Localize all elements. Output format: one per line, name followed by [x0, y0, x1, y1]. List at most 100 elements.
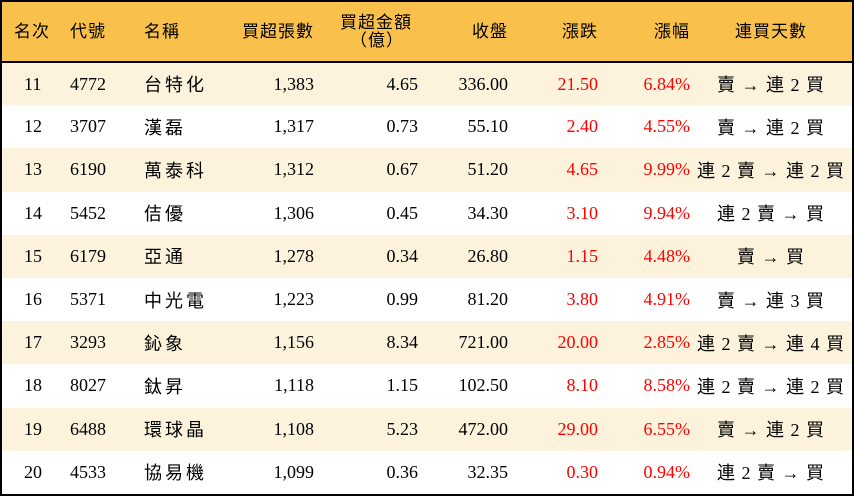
- cell-change: 4.65: [566, 159, 599, 180]
- cell-consecutive-days: 賣 → 連 2 買: [717, 117, 825, 138]
- cell-amount: 0.36: [386, 461, 419, 482]
- cell-rank: 12: [24, 116, 42, 137]
- cell-consecutive-days: 連 2 賣 → 買: [717, 204, 825, 225]
- cell-consecutive-days: 連 2 賣 → 買: [717, 463, 825, 484]
- cell-consecutive-days: 連 2 賣 → 連 2 買: [697, 160, 845, 181]
- cell-lots: 1,118: [274, 375, 314, 396]
- cell-close: 55.10: [467, 116, 509, 137]
- header-consecutive-days: 連買天數: [690, 2, 852, 63]
- cell-code: 3293: [70, 332, 106, 353]
- cell-amount: 4.65: [386, 73, 419, 94]
- header-code: 代號: [64, 2, 130, 63]
- header-name: 名稱: [130, 2, 218, 63]
- cell-consecutive-days: 賣 → 買: [737, 247, 805, 268]
- table-row: 19 6488 環球晶 1,108 5.23 472.00 29.00 6.55…: [2, 407, 852, 451]
- cell-close: 81.20: [467, 289, 509, 310]
- cell-close: 26.80: [467, 245, 509, 266]
- cell-close: 472.00: [458, 418, 509, 439]
- header-row: 名次 代號 名稱 買超張數 買超金額 （億） 收盤 漲跌 漲幅 連買天數: [2, 2, 852, 63]
- cell-rank: 13: [24, 159, 42, 180]
- header-close: 收盤: [418, 2, 508, 63]
- cell-name: 佶優: [144, 204, 186, 225]
- header-change-pct: 漲幅: [598, 2, 690, 63]
- cell-change: 3.80: [566, 289, 599, 310]
- cell-close: 102.50: [458, 375, 509, 396]
- cell-amount: 0.67: [386, 159, 419, 180]
- cell-consecutive-days: 連 2 賣 → 連 2 買: [697, 376, 845, 397]
- cell-change: 0.30: [566, 461, 599, 482]
- cell-lots: 1,278: [273, 245, 315, 266]
- cell-change-pct: 0.94%: [643, 461, 691, 482]
- cell-change: 8.10: [566, 375, 599, 396]
- header-net-buy-amount: 買超金額 （億）: [314, 2, 418, 63]
- cell-amount: 0.45: [386, 202, 419, 223]
- cell-lots: 1,223: [273, 289, 315, 310]
- cell-change: 21.50: [557, 73, 599, 94]
- table-row: 15 6179 亞通 1,278 0.34 26.80 1.15 4.48% 賣…: [2, 234, 852, 278]
- cell-change: 29.00: [557, 418, 599, 439]
- cell-code: 4533: [70, 461, 106, 482]
- cell-lots: 1,156: [273, 332, 315, 353]
- cell-change-pct: 4.91%: [643, 289, 691, 310]
- cell-rank: 20: [24, 461, 42, 482]
- table-row: 13 6190 萬泰科 1,312 0.67 51.20 4.65 9.99% …: [2, 148, 852, 192]
- cell-change-pct: 4.55%: [643, 116, 691, 137]
- cell-name: 漢磊: [144, 117, 186, 138]
- cell-close: 32.35: [467, 461, 509, 482]
- cell-change: 3.10: [566, 202, 599, 223]
- table-row: 17 3293 鈊象 1,156 8.34 721.00 20.00 2.85%…: [2, 321, 852, 365]
- cell-rank: 14: [24, 202, 42, 223]
- header-net-buy-amount-line2: （億）: [350, 30, 404, 50]
- cell-close: 34.30: [467, 202, 509, 223]
- cell-amount: 0.73: [386, 116, 419, 137]
- cell-close: 51.20: [467, 159, 509, 180]
- header-net-buy-amount-line1: 買超金額: [340, 12, 412, 32]
- cell-code: 5371: [70, 289, 106, 310]
- table-row: 16 5371 中光電 1,223 0.99 81.20 3.80 4.91% …: [2, 277, 852, 322]
- cell-consecutive-days: 賣 → 連 2 買: [717, 75, 825, 96]
- cell-close: 336.00: [458, 73, 509, 94]
- cell-code: 5452: [70, 202, 106, 223]
- table-row: 18 8027 鈦昇 1,118 1.15 102.50 8.10 8.58% …: [2, 364, 852, 408]
- cell-name: 鈊象: [144, 333, 186, 354]
- cell-amount: 5.23: [386, 418, 419, 439]
- cell-consecutive-days: 賣 → 連 3 買: [717, 290, 825, 311]
- cell-code: 6190: [70, 159, 106, 180]
- cell-rank: 18: [24, 375, 42, 396]
- cell-amount: 0.99: [386, 289, 419, 310]
- header-rank: 名次: [2, 2, 64, 63]
- table-row: 12 3707 漢磊 1,317 0.73 55.10 2.40 4.55% 賣…: [2, 105, 852, 149]
- cell-code: 8027: [70, 375, 106, 396]
- cell-change-pct: 2.85%: [643, 332, 691, 353]
- cell-consecutive-days: 賣 → 連 2 買: [717, 420, 825, 441]
- cell-change: 20.00: [557, 332, 599, 353]
- cell-lots: 1,099: [273, 461, 315, 482]
- cell-name: 亞通: [144, 247, 186, 268]
- cell-name: 鈦昇: [144, 376, 186, 397]
- cell-lots: 1,383: [273, 73, 315, 94]
- cell-consecutive-days: 連 2 賣 → 連 4 買: [697, 333, 845, 354]
- cell-lots: 1,312: [273, 159, 315, 180]
- cell-name: 萬泰科: [144, 160, 207, 181]
- cell-rank: 16: [24, 289, 42, 310]
- cell-rank: 19: [24, 418, 42, 439]
- cell-close: 721.00: [458, 332, 509, 353]
- table-row: 20 4533 協易機 1,099 0.36 32.35 0.30 0.94% …: [2, 450, 852, 494]
- cell-code: 3707: [70, 116, 106, 137]
- header-change: 漲跌: [508, 2, 598, 63]
- cell-change-pct: 9.99%: [643, 159, 691, 180]
- cell-amount: 8.34: [386, 332, 419, 353]
- cell-name: 台特化: [144, 75, 207, 96]
- cell-change-pct: 9.94%: [643, 202, 691, 223]
- cell-code: 4772: [70, 73, 106, 94]
- cell-rank: 11: [24, 73, 42, 94]
- cell-lots: 1,306: [273, 202, 315, 223]
- cell-rank: 15: [24, 245, 42, 266]
- cell-change-pct: 8.58%: [643, 375, 691, 396]
- cell-code: 6179: [70, 245, 106, 266]
- cell-name: 中光電: [144, 290, 207, 311]
- cell-amount: 0.34: [386, 245, 419, 266]
- cell-change-pct: 6.55%: [643, 418, 691, 439]
